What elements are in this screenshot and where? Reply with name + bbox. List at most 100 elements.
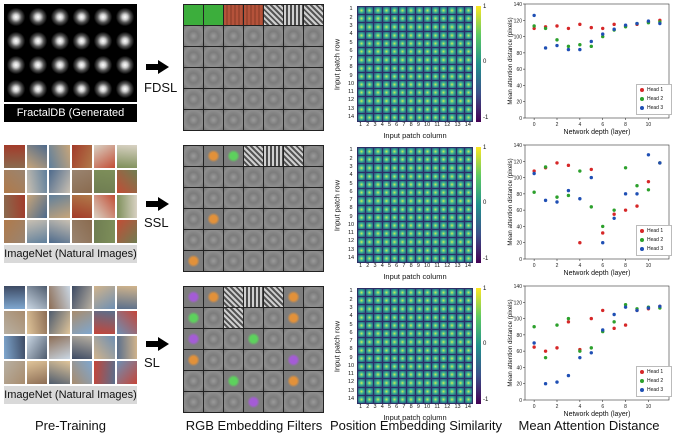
- similarity-cell: [382, 362, 390, 371]
- similarity-cell: [440, 387, 448, 395]
- similarity-cell: [407, 313, 415, 321]
- imagenet-thumbnail: [26, 195, 47, 218]
- similarity-cell: [407, 113, 415, 121]
- data-point-head-2: [543, 165, 548, 169]
- row-tick-label: 7: [349, 56, 353, 63]
- similarity-cell: [423, 371, 431, 379]
- imagenet-thumbnail: [116, 311, 137, 334]
- data-point-head-2: [532, 325, 536, 329]
- similarity-cell: [407, 289, 415, 297]
- imagenet-thumbnail: [94, 361, 115, 384]
- similarity-cell: [415, 23, 423, 31]
- legend-dot-icon: [640, 87, 644, 92]
- similarity-cell: [464, 39, 472, 48]
- similarity-cell: [431, 15, 440, 23]
- fractal-thumbnail: [93, 54, 114, 76]
- similarity-cell: [358, 205, 366, 213]
- embedding-filter: [224, 68, 243, 88]
- data-point-head-3: [635, 192, 639, 196]
- similarity-cell: [366, 254, 374, 262]
- embedding-filter: [264, 89, 283, 109]
- similarity-cell: [423, 23, 431, 31]
- similarity-cell: [431, 48, 440, 56]
- similarity-cell: [456, 330, 464, 338]
- similarity-cell: [407, 180, 415, 189]
- data-point-head-3: [589, 175, 593, 180]
- similarity-cell: [456, 7, 464, 15]
- similarity-cell: [440, 197, 448, 205]
- imagenet-thumbnail: [94, 195, 115, 218]
- similarity-cell: [415, 189, 423, 197]
- similarity-cell: [464, 254, 472, 262]
- column-tick-label: 14: [464, 122, 471, 128]
- row-tick-labels: 1 2 3 4 5 6 7 8 9 10 11 12 13 14: [346, 6, 356, 122]
- embedding-filter: [244, 26, 263, 46]
- similarity-cell: [456, 338, 464, 346]
- embedding-filter: [244, 308, 263, 328]
- imagenet-thumbnail: [71, 170, 92, 193]
- fractal-thumbnail: [71, 30, 92, 52]
- similarity-cell: [431, 297, 440, 305]
- similarity-cell: [374, 7, 382, 15]
- similarity-cell: [358, 197, 366, 205]
- embedding-filter: [304, 110, 323, 130]
- similarity-cell: [374, 362, 382, 371]
- imagenet-thumbnail: [116, 286, 137, 309]
- similarity-cell: [366, 113, 374, 121]
- x-tick-label: 0: [533, 263, 536, 269]
- similarity-cell: [440, 15, 448, 23]
- embedding-filter: [184, 167, 203, 187]
- row-tick-label: 6: [349, 329, 353, 336]
- similarity-cell: [431, 72, 440, 80]
- x-axis-label: Network depth (layer): [564, 129, 631, 136]
- fractal-thumbnail: [115, 78, 135, 100]
- similarity-cell: [464, 297, 472, 305]
- similarity-cell: [390, 305, 399, 313]
- imagenet-thumbnail: [26, 311, 47, 334]
- row-tick-label: 3: [349, 22, 353, 29]
- row-tick-label: 10: [347, 80, 355, 87]
- column-tick-label: 13: [454, 122, 461, 128]
- similarity-cell: [415, 172, 423, 180]
- similarity-cell: [431, 289, 440, 297]
- data-point-head-1: [578, 22, 582, 27]
- x-tick-label: 8: [624, 263, 627, 269]
- similarity-cell: [390, 387, 399, 395]
- similarity-cell: [390, 64, 399, 72]
- similarity-cell: [415, 346, 423, 354]
- embedding-filter: [284, 167, 303, 187]
- y-tick-label: 120: [514, 18, 523, 24]
- similarity-cell: [390, 156, 399, 164]
- similarity-cell: [382, 15, 390, 23]
- similarity-cell: [390, 89, 399, 97]
- similarity-cell: [374, 395, 382, 403]
- embedding-filter: [264, 392, 283, 412]
- column-tick-label: 13: [454, 404, 461, 410]
- data-point-head-3: [578, 197, 582, 201]
- imagenet-thumbnail: [49, 220, 70, 243]
- embedding-filter: [224, 167, 243, 187]
- imagenet-image-grid-ssl: [4, 145, 137, 243]
- similarity-cell: [390, 338, 399, 346]
- similarity-cell: [390, 395, 399, 403]
- similarity-cell: [366, 354, 374, 362]
- similarity-cell: [399, 387, 407, 395]
- similarity-cell: [464, 197, 472, 205]
- attention-chart-ssl: 0 20 40 60 80 100 120 140 0 2 4 6 8 10 Network depth (…: [505, 143, 673, 278]
- similarity-cell: [358, 39, 366, 48]
- similarity-cell: [415, 338, 423, 346]
- column-tick-label: 3: [373, 122, 377, 128]
- similarity-cell: [415, 156, 423, 164]
- embedding-filter: [184, 371, 203, 391]
- similarity-cell: [407, 97, 415, 105]
- column-title-attention-distance: Mean Attention Distance: [518, 418, 660, 433]
- similarity-cell: [407, 39, 415, 48]
- fractal-thumbnail: [93, 30, 114, 52]
- similarity-cell: [415, 164, 423, 172]
- similarity-cell: [358, 64, 366, 72]
- embedding-filter: [304, 26, 323, 46]
- similarity-cell: [456, 289, 464, 297]
- imagenet-thumbnail: [49, 361, 70, 384]
- similarity-cell: [358, 395, 366, 403]
- similarity-cell: [382, 113, 390, 121]
